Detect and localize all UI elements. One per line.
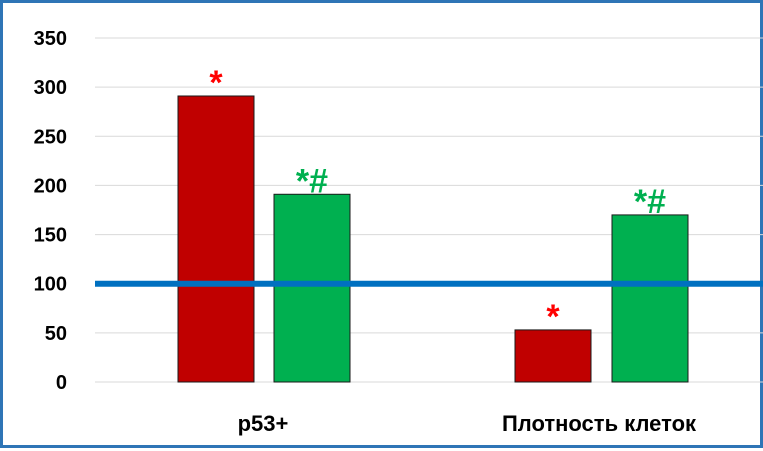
y-tick-label: 350: [34, 28, 67, 50]
bar-annotations: * * *# *#: [209, 64, 666, 336]
bar: [177, 95, 255, 383]
significance-mark: *: [209, 64, 223, 102]
category-label: Плотность клеток: [502, 411, 697, 436]
y-axis-ticks: 0 50 100 150 200 250 300 350: [34, 28, 67, 394]
bars: [177, 95, 689, 383]
bar: [273, 193, 351, 383]
category-labels: p53+ Плотность клеток: [238, 411, 697, 436]
significance-mark: *: [546, 298, 560, 336]
y-tick-label: 0: [56, 372, 67, 394]
significance-mark: *#: [296, 162, 328, 200]
bar: [514, 329, 592, 383]
y-tick-label: 250: [34, 126, 67, 148]
significance-mark: *#: [634, 183, 666, 221]
y-tick-label: 300: [34, 77, 67, 99]
y-tick-label: 150: [34, 225, 67, 247]
y-tick-label: 100: [34, 274, 67, 296]
y-tick-label: 50: [45, 323, 67, 345]
bar: [611, 214, 689, 383]
category-label: p53+: [238, 411, 289, 436]
y-tick-label: 200: [34, 175, 67, 197]
bar-chart: 0 50 100 150 200 250 300 350 * * *# *# p53+ Плотнос…: [34, 28, 763, 436]
